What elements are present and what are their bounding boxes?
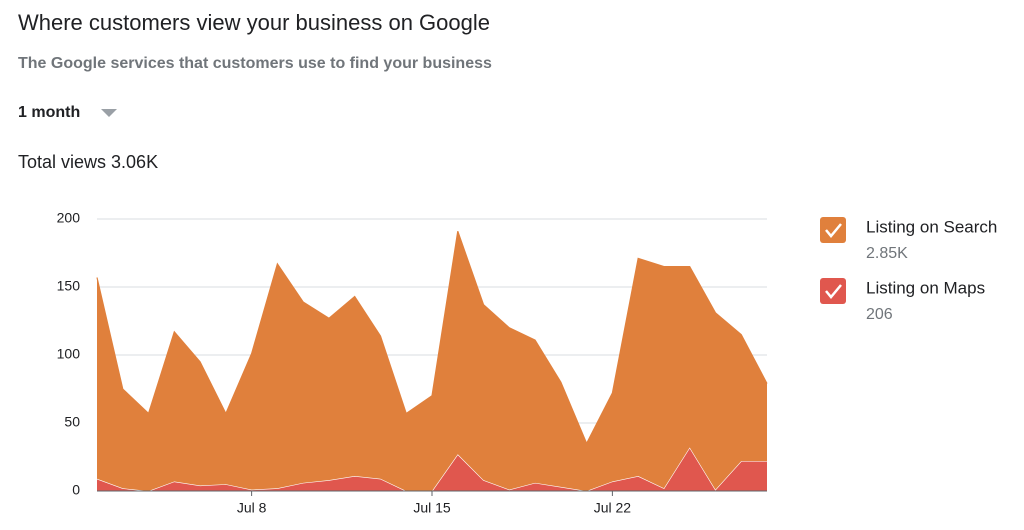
- legend-label: Listing on Maps: [866, 278, 985, 297]
- x-tick-label: Jul 8: [237, 500, 267, 516]
- x-tick-label: Jul 22: [594, 500, 632, 516]
- period-select[interactable]: 1 month: [18, 104, 80, 121]
- legend-check[interactable]: [825, 284, 842, 299]
- legend-total: 2.85K: [866, 245, 908, 262]
- legend-check[interactable]: [825, 223, 842, 238]
- y-tick-label: 0: [72, 482, 80, 498]
- area: [97, 447, 767, 491]
- area: [97, 231, 767, 492]
- legend-total: 206: [866, 306, 893, 323]
- x-tick-label: Jul 15: [413, 500, 451, 516]
- legend-checkbox[interactable]: [820, 217, 846, 243]
- y-tick-label: 150: [57, 278, 81, 294]
- y-tick-label: 100: [57, 346, 81, 362]
- subtitle: The Google services that customers use t…: [18, 55, 492, 72]
- legend-checkbox[interactable]: [820, 278, 846, 304]
- y-tick-label: 50: [64, 414, 80, 430]
- legend-label: Listing on Search: [866, 217, 997, 236]
- y-tick-label: 200: [57, 210, 81, 226]
- area-edge: [96, 231, 768, 445]
- dropdown-arrow[interactable]: [101, 109, 117, 117]
- total-views: Total views 3.06K: [18, 152, 158, 172]
- title: Where customers view your business on Go…: [18, 10, 490, 35]
